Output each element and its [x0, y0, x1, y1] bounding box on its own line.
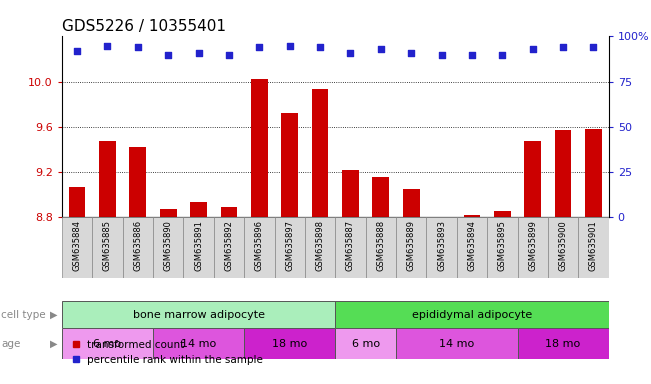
Text: GSM635898: GSM635898	[316, 220, 325, 271]
Bar	[244, 328, 335, 359]
Bar	[518, 217, 548, 278]
Bar	[396, 217, 426, 278]
Text: GSM635893: GSM635893	[437, 220, 446, 271]
Text: bone marrow adipocyte: bone marrow adipocyte	[133, 310, 264, 320]
Point	[284, 43, 295, 49]
Text: GSM635892: GSM635892	[225, 220, 234, 271]
Bar	[518, 328, 609, 359]
Bar	[525, 141, 541, 217]
Bar	[153, 217, 184, 278]
Bar	[184, 217, 214, 278]
Text: GSM635897: GSM635897	[285, 220, 294, 271]
Bar	[342, 170, 359, 217]
Bar	[122, 217, 153, 278]
Bar	[372, 177, 389, 217]
Bar	[312, 89, 329, 217]
Text: ▶: ▶	[50, 339, 58, 349]
Point	[254, 44, 264, 50]
Text: GSM635886: GSM635886	[133, 220, 143, 271]
Text: 6 mo: 6 mo	[93, 339, 122, 349]
Text: 6 mo: 6 mo	[352, 339, 380, 349]
Bar	[487, 217, 518, 278]
Bar	[62, 301, 335, 328]
Text: GSM635885: GSM635885	[103, 220, 112, 271]
Point	[133, 44, 143, 50]
Bar	[335, 328, 396, 359]
Bar	[578, 217, 609, 278]
Point	[315, 44, 326, 50]
Point	[527, 46, 538, 52]
Point	[406, 50, 417, 56]
Text: cell type: cell type	[1, 310, 46, 320]
Text: GSM635884: GSM635884	[72, 220, 81, 271]
Point	[102, 43, 113, 49]
Text: GSM635891: GSM635891	[194, 220, 203, 271]
Bar	[153, 328, 244, 359]
Bar	[221, 207, 237, 217]
Bar	[159, 209, 176, 217]
Point	[436, 51, 447, 58]
Bar	[548, 217, 578, 278]
Point	[72, 48, 82, 54]
Bar	[305, 217, 335, 278]
Bar	[366, 217, 396, 278]
Legend: transformed count, percentile rank within the sample: transformed count, percentile rank withi…	[67, 336, 267, 369]
Text: GDS5226 / 10355401: GDS5226 / 10355401	[62, 19, 226, 34]
Bar	[190, 202, 207, 217]
Text: 14 mo: 14 mo	[439, 339, 475, 349]
Point	[497, 51, 508, 58]
Bar	[99, 141, 116, 217]
Bar	[494, 211, 510, 217]
Text: GSM635899: GSM635899	[528, 220, 537, 271]
Point	[345, 50, 355, 56]
Bar	[335, 217, 366, 278]
Text: 18 mo: 18 mo	[272, 339, 307, 349]
Bar	[281, 113, 298, 217]
Text: GSM635887: GSM635887	[346, 220, 355, 271]
Text: age: age	[1, 339, 21, 349]
Bar	[403, 189, 419, 217]
Bar	[396, 328, 518, 359]
Text: GSM635888: GSM635888	[376, 220, 385, 271]
Bar	[214, 217, 244, 278]
Bar	[457, 217, 487, 278]
Text: 18 mo: 18 mo	[546, 339, 581, 349]
Text: GSM635901: GSM635901	[589, 220, 598, 271]
Text: GSM635894: GSM635894	[467, 220, 477, 271]
Point	[558, 44, 568, 50]
Text: GSM635900: GSM635900	[559, 220, 568, 271]
Text: GSM635890: GSM635890	[163, 220, 173, 271]
Bar	[275, 217, 305, 278]
Bar	[426, 217, 457, 278]
Bar	[69, 187, 85, 217]
Point	[163, 51, 173, 58]
Bar	[92, 217, 122, 278]
Bar	[251, 79, 268, 217]
Text: GSM635889: GSM635889	[407, 220, 416, 271]
Bar	[62, 328, 153, 359]
Bar	[244, 217, 275, 278]
Point	[193, 50, 204, 56]
Point	[467, 51, 477, 58]
Point	[376, 46, 386, 52]
Bar	[62, 217, 92, 278]
Point	[224, 51, 234, 58]
Point	[589, 44, 599, 50]
Bar	[464, 215, 480, 217]
Bar	[130, 147, 146, 217]
Text: epididymal adipocyte: epididymal adipocyte	[412, 310, 532, 320]
Text: GSM635895: GSM635895	[498, 220, 507, 271]
Bar	[585, 129, 602, 217]
Text: GSM635896: GSM635896	[255, 220, 264, 271]
Bar	[335, 301, 609, 328]
Text: 14 mo: 14 mo	[181, 339, 216, 349]
Text: ▶: ▶	[50, 310, 58, 320]
Bar	[555, 130, 572, 217]
Bar	[434, 217, 450, 219]
